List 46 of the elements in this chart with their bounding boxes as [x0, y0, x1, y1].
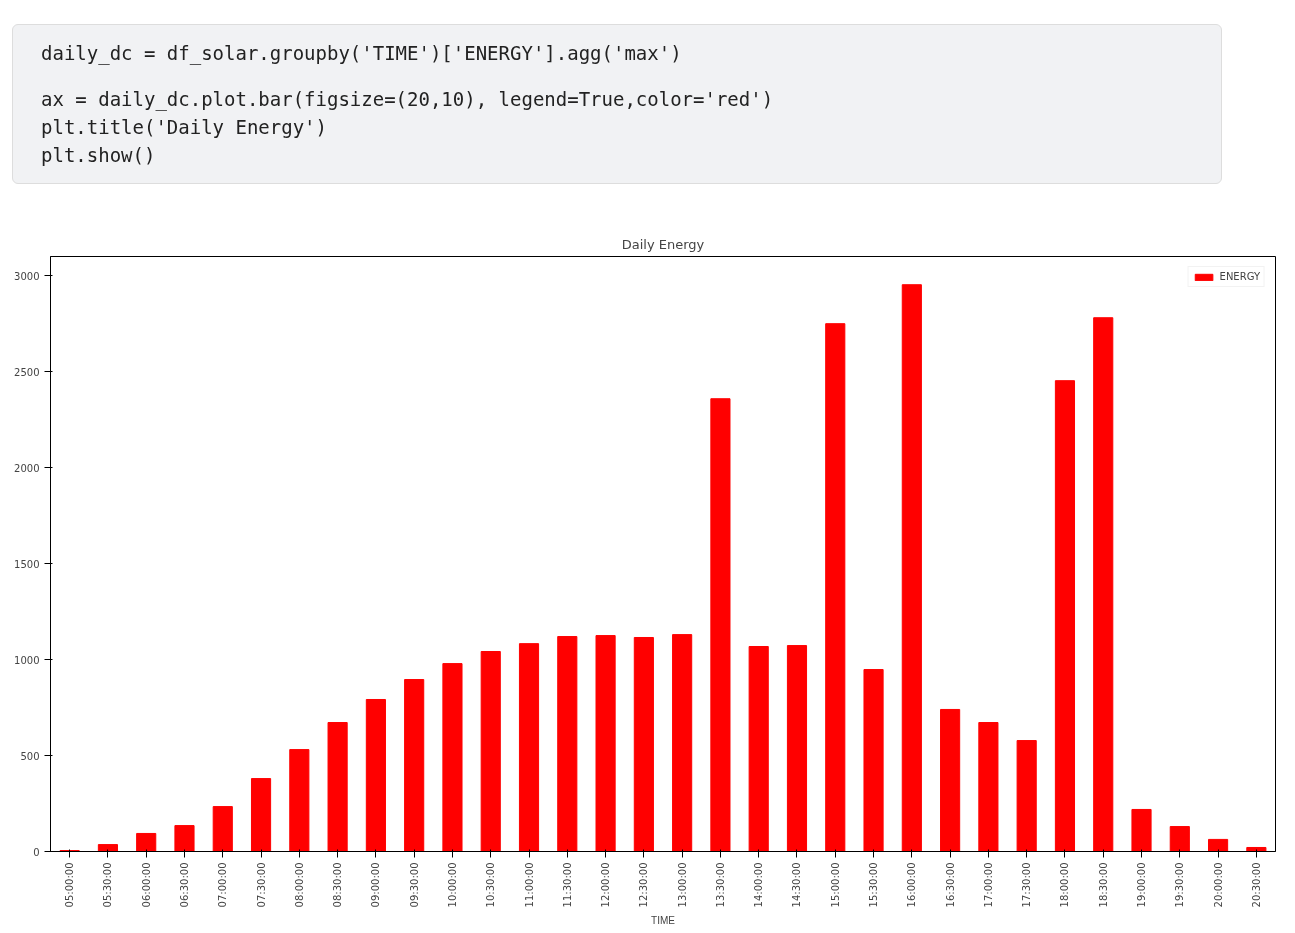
x-tick-label: 14:00:00 — [753, 862, 765, 908]
y-tick-label: 2500 — [14, 366, 40, 378]
x-tick-label: 16:30:00 — [944, 862, 956, 908]
x-tick-label: 17:30:00 — [1021, 862, 1033, 908]
y-tick-label: 3000 — [14, 270, 40, 282]
text: ax = daily_dc.plot.bar(figsize=(20,10), legend=True,color='red') — [41, 87, 775, 113]
x-tick-label: 17:00:00 — [982, 862, 994, 908]
text: plt.title('Daily Energy') — [41, 115, 328, 140]
x-tick-label: 15:00:00 — [829, 862, 841, 908]
x-tick-label: 08:00:00 — [293, 862, 305, 908]
x-tick-label: 09:00:00 — [370, 862, 382, 908]
y-tick-label: 0 — [33, 846, 40, 858]
x-tick-label: 16:00:00 — [906, 862, 918, 908]
x-tick-label: 08:30:00 — [332, 862, 344, 908]
text: daily_dc = df_solar.groupby('TIME')['ENERGY'].agg('max') — [41, 41, 683, 67]
chart-title: Daily Energy — [621, 236, 705, 252]
x-tick-label: 11:00:00 — [523, 862, 535, 908]
legend-label: ENERGY — [1219, 271, 1260, 282]
x-tick-label: 18:00:00 — [1059, 862, 1071, 908]
x-tick-label: 18:30:00 — [1097, 862, 1109, 908]
x-tick-label: 20:30:00 — [1250, 862, 1262, 908]
x-tick-label: 14:30:00 — [791, 862, 803, 908]
x-tick-label: 13:00:00 — [676, 862, 688, 908]
y-tick-label: 500 — [20, 750, 40, 762]
x-tick-label: 10:30:00 — [485, 862, 497, 908]
x-tick-label: 06:00:00 — [140, 862, 152, 908]
x-tick-label: 09:30:00 — [408, 862, 420, 908]
x-tick-label: 10:00:00 — [446, 862, 458, 908]
y-tick-label: 2000 — [14, 462, 40, 474]
text: plt.show() — [41, 143, 157, 168]
x-axis-title: TIME — [651, 915, 676, 927]
x-tick-label: 12:00:00 — [600, 862, 612, 908]
x-tick-label: 06:30:00 — [178, 862, 190, 908]
x-tick-label: 11:30:00 — [561, 862, 573, 908]
x-tick-label: 07:00:00 — [217, 862, 229, 908]
x-tick-label: 13:30:00 — [714, 862, 726, 908]
x-tick-label: 19:00:00 — [1136, 862, 1148, 908]
x-tick-label: 20:00:00 — [1212, 862, 1224, 908]
x-tick-label: 15:30:00 — [868, 862, 880, 908]
y-tick-label: 1500 — [14, 558, 40, 570]
x-tick-label: 19:30:00 — [1174, 862, 1186, 908]
x-tick-label: 05:00:00 — [64, 862, 76, 908]
x-tick-label: 07:30:00 — [255, 862, 267, 908]
x-tick-label: 12:30:00 — [638, 862, 650, 908]
x-tick-label: 05:30:00 — [102, 862, 114, 908]
y-tick-label: 1000 — [14, 654, 40, 666]
